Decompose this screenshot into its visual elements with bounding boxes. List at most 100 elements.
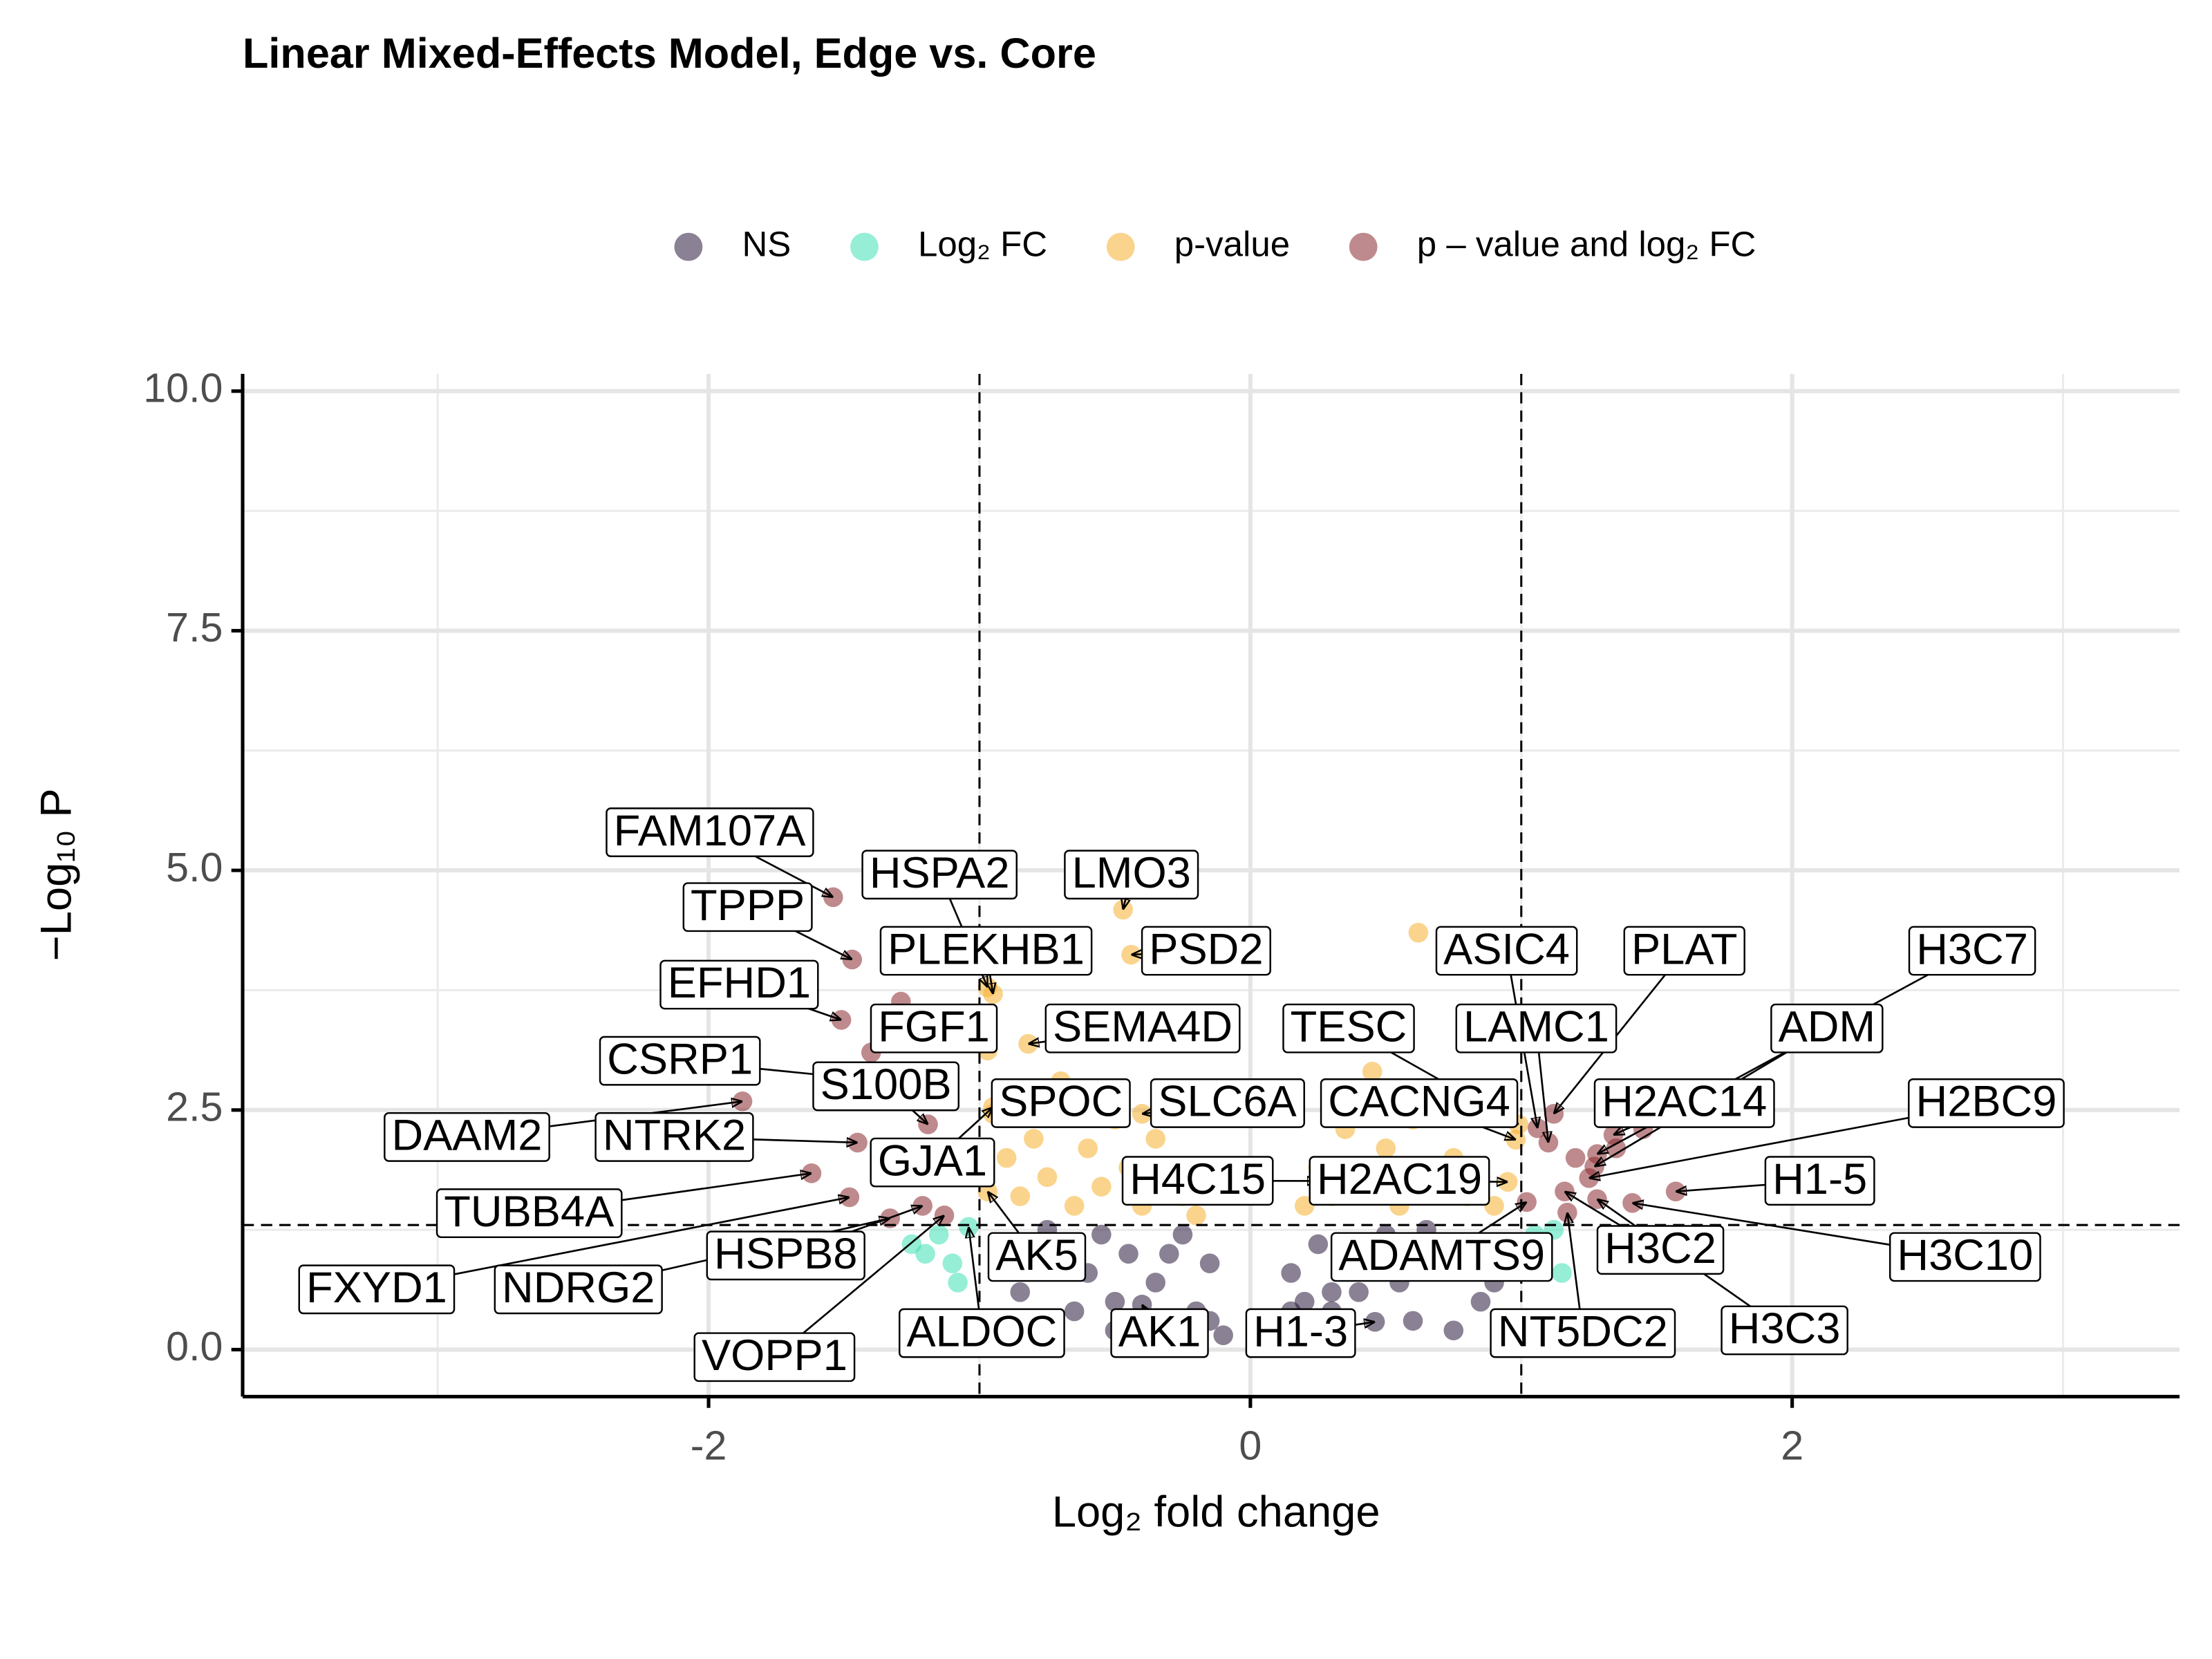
point bbox=[1606, 1138, 1627, 1159]
point bbox=[1213, 1325, 1233, 1345]
point bbox=[1408, 922, 1429, 943]
point-label: PSD2 bbox=[1141, 925, 1271, 976]
point-label: CACNG4 bbox=[1320, 1078, 1519, 1128]
label-text: SEMA4D bbox=[1053, 1002, 1232, 1051]
label-text: H1-3 bbox=[1253, 1307, 1348, 1356]
point-label: CSRP1 bbox=[599, 1035, 761, 1086]
legend-marker bbox=[1349, 232, 1378, 261]
label-text: H3C2 bbox=[1604, 1224, 1716, 1273]
point-label: TESC bbox=[1282, 1002, 1415, 1053]
chart-title: Linear Mixed-Effects Model, Edge vs. Cor… bbox=[243, 30, 1096, 77]
point bbox=[1199, 1253, 1220, 1273]
y-tick-label: 7.5 bbox=[166, 604, 223, 650]
point-label: H1-3 bbox=[1245, 1307, 1356, 1358]
point-label: SEMA4D bbox=[1044, 1002, 1241, 1053]
legend-marker bbox=[850, 232, 879, 261]
point-label: H4C15 bbox=[1121, 1155, 1274, 1206]
legend-label: p – value and log₂ FC bbox=[1417, 225, 1756, 264]
label-box bbox=[1282, 1003, 1415, 1053]
label-box bbox=[682, 882, 813, 932]
label-box bbox=[1245, 1308, 1356, 1358]
point-label: H3C3 bbox=[1721, 1304, 1848, 1356]
x-tick-label: -2 bbox=[691, 1423, 727, 1469]
x-tick-label: 0 bbox=[1239, 1423, 1262, 1469]
label-box bbox=[1320, 1078, 1519, 1128]
label-box bbox=[1330, 1232, 1553, 1282]
label-text: EFHD1 bbox=[668, 959, 811, 1007]
point bbox=[1362, 1062, 1382, 1082]
point bbox=[948, 1273, 968, 1293]
label-box bbox=[870, 1137, 995, 1188]
point bbox=[1024, 1129, 1044, 1149]
point bbox=[1322, 1282, 1342, 1302]
point-label: ADM bbox=[1770, 1002, 1884, 1053]
label-box bbox=[1044, 1003, 1241, 1053]
label-box bbox=[987, 1232, 1087, 1282]
label-text: NDRG2 bbox=[502, 1264, 655, 1312]
y-tick-label: 0.0 bbox=[166, 1323, 223, 1369]
legend-label: Log₂ FC bbox=[918, 225, 1047, 264]
point bbox=[1552, 1263, 1572, 1283]
label-box bbox=[298, 1264, 456, 1315]
point bbox=[1091, 1177, 1112, 1197]
point bbox=[1064, 1196, 1085, 1216]
cutoff-lines bbox=[243, 373, 2180, 1397]
point-label: ADAMTS9 bbox=[1330, 1231, 1553, 1282]
label-box bbox=[1455, 1003, 1618, 1053]
point-labels: AK1 H1-3 ALDOC HSPA2 LMO3 PLEKHB1 PSD2 FGF1 SEMA… bbox=[298, 807, 2065, 1382]
label-text: DAAM2 bbox=[392, 1112, 543, 1160]
label-box bbox=[1110, 1308, 1209, 1358]
point bbox=[996, 1147, 1017, 1168]
label-text: AK5 bbox=[995, 1231, 1078, 1280]
point bbox=[1186, 1206, 1206, 1226]
point-label: LMO3 bbox=[1064, 849, 1199, 900]
label-text: H3C10 bbox=[1897, 1231, 2033, 1280]
point bbox=[1091, 1224, 1112, 1245]
label-box bbox=[1623, 926, 1745, 976]
point bbox=[1145, 1129, 1165, 1149]
point-label: VOPP1 bbox=[693, 1331, 856, 1382]
point-label: PLEKHB1 bbox=[879, 925, 1093, 976]
label-box bbox=[1721, 1305, 1848, 1356]
label-box bbox=[494, 1264, 663, 1315]
point bbox=[1145, 1273, 1165, 1293]
label-text: TESC bbox=[1291, 1002, 1407, 1051]
label-text: FGF1 bbox=[878, 1002, 990, 1051]
label-text: FAM107A bbox=[614, 807, 807, 855]
label-box bbox=[1309, 1156, 1490, 1206]
point-label: FGF1 bbox=[870, 1002, 998, 1053]
label-text: ALDOC bbox=[906, 1307, 1057, 1356]
label-text: H3C3 bbox=[1729, 1304, 1841, 1353]
label-text: FXYD1 bbox=[306, 1264, 447, 1312]
label-box bbox=[659, 959, 819, 1010]
label-text: CACNG4 bbox=[1328, 1078, 1510, 1126]
point-label: HSPA2 bbox=[861, 849, 1018, 900]
label-text: PLEKHB1 bbox=[888, 925, 1085, 973]
label-text: TUBB4A bbox=[444, 1188, 615, 1236]
point-label: H2AC19 bbox=[1309, 1155, 1490, 1206]
point-label: AK1 bbox=[1110, 1307, 1209, 1358]
point bbox=[1159, 1244, 1179, 1264]
point bbox=[1470, 1291, 1491, 1312]
point-label: NDRG2 bbox=[494, 1264, 663, 1315]
point-label: H2AC14 bbox=[1593, 1078, 1775, 1128]
point bbox=[1064, 1301, 1085, 1322]
label-box bbox=[1888, 1232, 2041, 1282]
y-tick-label: 5.0 bbox=[166, 844, 223, 890]
label-box bbox=[1064, 850, 1199, 900]
point bbox=[1403, 1311, 1423, 1331]
label-box bbox=[594, 1112, 754, 1162]
label-text: TPPP bbox=[691, 881, 805, 930]
label-text: LMO3 bbox=[1072, 849, 1191, 897]
point-label: TPPP bbox=[682, 881, 813, 932]
point-label: FAM107A bbox=[606, 807, 814, 857]
label-box bbox=[870, 1003, 998, 1053]
point-label: ALDOC bbox=[899, 1307, 1065, 1358]
point bbox=[1118, 1244, 1138, 1264]
grid bbox=[243, 373, 2180, 1397]
label-text: LAMC1 bbox=[1463, 1002, 1609, 1051]
label-text: H3C7 bbox=[1916, 925, 2028, 973]
point bbox=[1565, 1147, 1586, 1168]
